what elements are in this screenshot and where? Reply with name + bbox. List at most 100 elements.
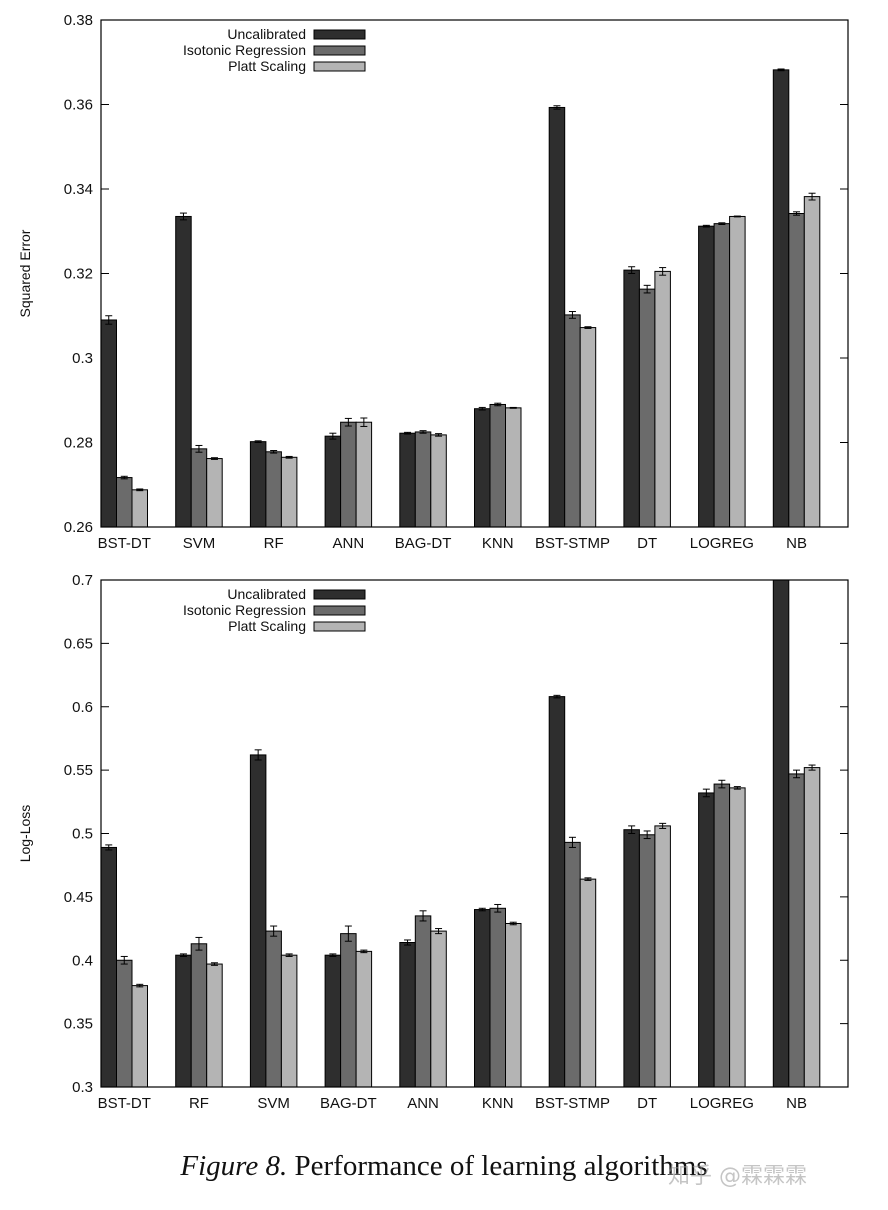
bar-platt — [505, 922, 522, 1088]
legend-swatch-isotonic — [313, 45, 366, 56]
bar-uncalibrated — [175, 215, 192, 528]
bar-uncalibrated — [399, 942, 416, 1088]
x-tick-label: DT — [637, 535, 657, 552]
bar-platt — [654, 270, 671, 528]
y-tick-label: 0.4 — [72, 952, 93, 969]
bar-uncalibrated — [772, 69, 790, 528]
bar-platt — [206, 458, 223, 528]
bar-isotonic — [340, 421, 357, 528]
y-tick-label: 0.3 — [72, 1079, 93, 1096]
y-tick-label: 0.28 — [64, 435, 93, 452]
plot-frame — [100, 579, 849, 1088]
x-tick-label: LOGREG — [690, 1095, 754, 1112]
bar-uncalibrated — [548, 106, 566, 528]
bar-isotonic — [414, 915, 432, 1088]
bar-platt — [280, 456, 298, 528]
x-tick-label: DT — [637, 1095, 657, 1112]
x-tick-label: ANN — [407, 1095, 439, 1112]
bar-platt — [803, 196, 821, 528]
bar-uncalibrated — [623, 269, 640, 528]
legend-label-platt: Platt Scaling — [228, 58, 306, 74]
bar-isotonic — [788, 773, 805, 1088]
bar-isotonic — [489, 403, 506, 528]
bar-isotonic — [190, 943, 208, 1088]
caption-text: Performance of learning algorithms — [287, 1150, 708, 1182]
y-tick-label: 0.36 — [64, 97, 93, 114]
x-tick-label: BST-DT — [98, 1095, 151, 1112]
y-tick-label: 0.34 — [64, 181, 93, 198]
bar-isotonic — [340, 933, 357, 1088]
y-tick-label: 0.35 — [64, 1016, 93, 1033]
bar-uncalibrated — [175, 954, 192, 1088]
log-loss-chart: 0.3 0.35 0.4 0.45 0.5 0.55 0.6 0.65 0.7 Log-Loss B… — [17, 572, 849, 1112]
bar-uncalibrated — [399, 432, 416, 528]
bar-uncalibrated — [249, 754, 267, 1088]
bar-uncalibrated — [324, 435, 342, 528]
bar-uncalibrated — [249, 441, 267, 528]
x-tick-label: KNN — [482, 535, 514, 552]
bar-platt — [430, 930, 447, 1088]
figure-caption: Figure 8. Performance of learning algori… — [0, 1150, 888, 1183]
bar-platt — [579, 878, 597, 1088]
bar-isotonic — [414, 431, 432, 528]
legend-label-uncalibrated: Uncalibrated — [227, 586, 306, 602]
x-tick-label: SVM — [183, 535, 216, 552]
bar-isotonic — [190, 448, 208, 528]
x-tick-label: BAG-DT — [320, 1095, 377, 1112]
x-tick-label: ANN — [333, 535, 365, 552]
bar-platt — [131, 985, 148, 1088]
bar-uncalibrated — [474, 408, 491, 528]
bar-uncalibrated — [474, 909, 491, 1088]
bar-isotonic — [788, 213, 805, 528]
bar-uncalibrated — [100, 846, 117, 1088]
watermark: 知乎 @霖霖霖 — [668, 1164, 807, 1189]
legend-label-isotonic: Isotonic Regression — [183, 602, 306, 618]
y-tick-label: 0.38 — [64, 12, 93, 29]
y-tick-label: 0.32 — [64, 266, 93, 283]
legend-swatch-uncalibrated — [313, 589, 366, 600]
x-tick-label: KNN — [482, 1095, 514, 1112]
bar-isotonic — [564, 841, 581, 1088]
bar-isotonic — [265, 451, 282, 528]
x-tick-label: RF — [264, 535, 284, 552]
bar-uncalibrated — [623, 829, 640, 1088]
bar-isotonic — [265, 930, 282, 1088]
y-tick-label: 0.26 — [64, 519, 93, 536]
legend-label-isotonic: Isotonic Regression — [183, 42, 306, 58]
bar-isotonic — [564, 314, 581, 528]
x-tick-label: LOGREG — [690, 535, 754, 552]
y-tick-label: 0.55 — [64, 762, 93, 779]
bar-platt — [355, 950, 373, 1088]
figure: 0.26 0.28 0.3 0.32 0.34 0.36 0.38 Squared Error… — [17, 12, 849, 1112]
x-tick-label: RF — [189, 1095, 209, 1112]
bar-platt — [803, 767, 821, 1088]
bar-uncalibrated — [698, 225, 715, 528]
bar-platt — [729, 215, 746, 528]
x-tick-label: NB — [786, 535, 807, 552]
y-axis-label: Squared Error — [17, 229, 33, 317]
plot-frame — [100, 19, 849, 528]
bar-platt — [654, 825, 671, 1088]
bar-platt — [206, 963, 223, 1088]
bar-platt — [579, 327, 597, 528]
legend-label-uncalibrated: Uncalibrated — [227, 26, 306, 42]
bar-isotonic — [638, 834, 656, 1088]
legend-label-platt: Platt Scaling — [228, 618, 306, 634]
y-tick-label: 0.65 — [64, 635, 93, 652]
x-tick-label: BST-STMP — [535, 1095, 610, 1112]
bar-platt — [430, 434, 447, 528]
bar-isotonic — [116, 477, 133, 528]
y-tick-label: 0.7 — [72, 572, 93, 589]
legend-swatch-uncalibrated — [313, 29, 366, 40]
bar-isotonic — [713, 783, 731, 1088]
y-axis-label: Log-Loss — [17, 805, 33, 863]
caption-label: Figure 8. — [180, 1150, 288, 1182]
x-tick-label: NB — [786, 1095, 807, 1112]
bar-platt — [280, 954, 298, 1088]
squared-error-chart: 0.26 0.28 0.3 0.32 0.34 0.36 0.38 Squared Error… — [17, 12, 849, 552]
bar-uncalibrated — [698, 792, 715, 1088]
y-tick-label: 0.6 — [72, 699, 93, 716]
bar-isotonic — [713, 223, 731, 528]
x-tick-label: SVM — [257, 1095, 290, 1112]
bar-uncalibrated — [772, 579, 790, 1088]
